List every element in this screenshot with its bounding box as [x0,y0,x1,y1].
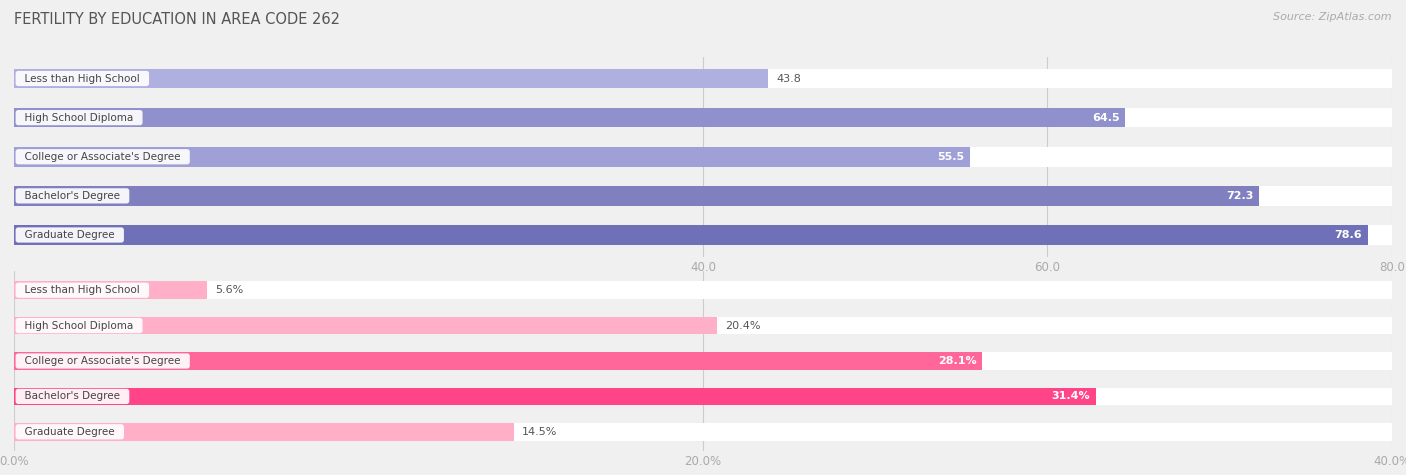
Text: Bachelor's Degree: Bachelor's Degree [18,391,127,401]
Bar [14,108,1125,127]
Text: 5.6%: 5.6% [215,285,243,295]
Text: FERTILITY BY EDUCATION IN AREA CODE 262: FERTILITY BY EDUCATION IN AREA CODE 262 [14,12,340,27]
Bar [14,69,769,88]
Bar [14,147,1392,167]
Bar [14,317,717,334]
Text: College or Associate's Degree: College or Associate's Degree [18,356,187,366]
Text: 28.1%: 28.1% [938,356,977,366]
Bar [14,423,513,441]
Text: 20.4%: 20.4% [725,321,761,331]
Bar [14,147,970,167]
Bar [14,225,1392,245]
Bar [14,317,1392,334]
Text: High School Diploma: High School Diploma [18,321,141,331]
Bar [14,281,207,299]
Text: 14.5%: 14.5% [522,427,557,437]
Text: 55.5: 55.5 [938,152,965,162]
Bar [14,186,1392,206]
Bar [14,352,1392,370]
Text: College or Associate's Degree: College or Associate's Degree [18,152,187,162]
Text: Source: ZipAtlas.com: Source: ZipAtlas.com [1274,12,1392,22]
Bar [14,388,1392,405]
Bar [14,225,1368,245]
Text: Bachelor's Degree: Bachelor's Degree [18,191,127,201]
Bar [14,108,1392,127]
Text: Less than High School: Less than High School [18,285,146,295]
Bar [14,423,1392,441]
Text: Graduate Degree: Graduate Degree [18,427,121,437]
Bar [14,388,1095,405]
Text: 64.5: 64.5 [1092,113,1119,123]
Bar [14,352,981,370]
Text: 43.8: 43.8 [776,74,801,84]
Text: 31.4%: 31.4% [1052,391,1090,401]
Bar [14,69,1392,88]
Text: 72.3: 72.3 [1226,191,1254,201]
Text: High School Diploma: High School Diploma [18,113,141,123]
Bar [14,186,1260,206]
Bar [14,281,1392,299]
Text: Less than High School: Less than High School [18,74,146,84]
Text: Graduate Degree: Graduate Degree [18,230,121,240]
Text: 78.6: 78.6 [1334,230,1362,240]
